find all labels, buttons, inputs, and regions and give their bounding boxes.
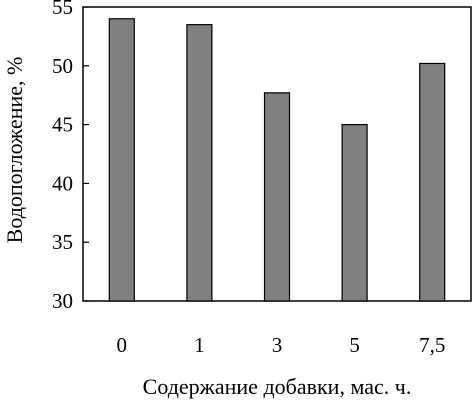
y-tick-label: 50	[52, 54, 73, 78]
y-axis: 30 35 40 45 50 55	[52, 0, 89, 313]
x-axis: 0 1 3 5 7,5	[117, 333, 446, 357]
bar-2	[186, 24, 213, 302]
y-tick-label: 35	[52, 230, 73, 254]
x-tick-label: 1	[194, 333, 205, 357]
bar-3	[263, 92, 291, 302]
x-tick-label: 7,5	[419, 333, 445, 357]
x-tick-label: 5	[349, 333, 360, 357]
y-tick-label: 40	[52, 171, 73, 195]
bar-5	[419, 62, 446, 302]
bar-1	[108, 18, 135, 302]
x-axis-label: Содержание добавки, мас. ч.	[143, 374, 412, 399]
bar-4	[341, 123, 368, 302]
y-tick-label: 30	[52, 289, 73, 313]
y-axis-label: Водопогложение, %	[2, 57, 27, 244]
bars	[108, 18, 446, 302]
y-tick-label: 55	[52, 0, 73, 19]
y-tick-label: 45	[52, 113, 73, 137]
x-tick-label: 3	[272, 333, 283, 357]
x-tick-label: 0	[117, 333, 128, 357]
